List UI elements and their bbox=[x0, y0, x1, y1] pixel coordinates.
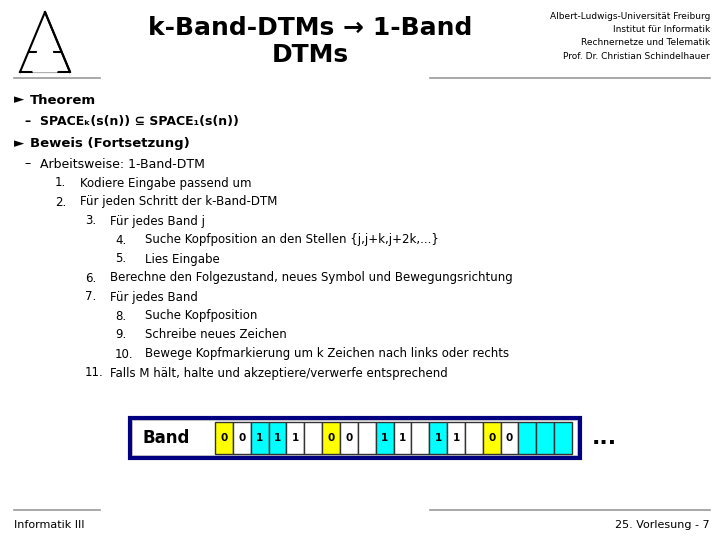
Text: 4.: 4. bbox=[115, 233, 126, 246]
Text: 1.: 1. bbox=[55, 177, 66, 190]
Text: Falls M hält, halte und akzeptiere/verwerfe entsprechend: Falls M hält, halte und akzeptiere/verwe… bbox=[110, 367, 448, 380]
Bar bbox=[500, 422, 518, 454]
Bar bbox=[536, 422, 554, 454]
Text: 25. Vorlesung - 7: 25. Vorlesung - 7 bbox=[616, 520, 710, 530]
Polygon shape bbox=[33, 20, 57, 72]
Text: 1: 1 bbox=[274, 433, 281, 443]
Text: Suche Kopfposition an den Stellen {j,j+k,j+2k,...}: Suche Kopfposition an den Stellen {j,j+k… bbox=[145, 233, 439, 246]
Text: 11.: 11. bbox=[85, 367, 104, 380]
Text: –: – bbox=[24, 158, 30, 171]
Text: Arbeitsweise: 1-Band-DTM: Arbeitsweise: 1-Band-DTM bbox=[40, 158, 205, 171]
Text: 5.: 5. bbox=[115, 253, 126, 266]
Text: Suche Kopfposition: Suche Kopfposition bbox=[145, 309, 257, 322]
Bar bbox=[130, 418, 580, 458]
Bar bbox=[482, 422, 500, 454]
Text: Berechne den Folgezustand, neues Symbol und Bewegungsrichtung: Berechne den Folgezustand, neues Symbol … bbox=[110, 272, 513, 285]
Text: Schreibe neues Zeichen: Schreibe neues Zeichen bbox=[145, 328, 287, 341]
Text: SPACEₖ(s(n)) ⊆ SPACE₁(s(n)): SPACEₖ(s(n)) ⊆ SPACE₁(s(n)) bbox=[40, 116, 239, 129]
Text: 10.: 10. bbox=[115, 348, 134, 361]
Text: ►: ► bbox=[14, 93, 24, 106]
Text: Theorem: Theorem bbox=[30, 93, 96, 106]
Text: 8.: 8. bbox=[115, 309, 126, 322]
Bar bbox=[518, 422, 536, 454]
Text: Für jedes Band j: Für jedes Band j bbox=[110, 214, 205, 227]
Text: ...: ... bbox=[592, 428, 617, 448]
Bar bbox=[411, 422, 429, 454]
Text: 3.: 3. bbox=[85, 214, 96, 227]
Text: Lies Eingabe: Lies Eingabe bbox=[145, 253, 220, 266]
Bar bbox=[358, 422, 376, 454]
Text: 9.: 9. bbox=[115, 328, 126, 341]
Bar bbox=[233, 422, 251, 454]
Text: Bewege Kopfmarkierung um k Zeichen nach links oder rechts: Bewege Kopfmarkierung um k Zeichen nach … bbox=[145, 348, 509, 361]
Text: 6.: 6. bbox=[85, 272, 96, 285]
Bar bbox=[215, 422, 233, 454]
Text: Kodiere Eingabe passend um: Kodiere Eingabe passend um bbox=[80, 177, 251, 190]
Text: 7.: 7. bbox=[85, 291, 96, 303]
Text: –: – bbox=[24, 116, 30, 129]
Text: Beweis (Fortsetzung): Beweis (Fortsetzung) bbox=[30, 138, 190, 151]
Text: k-Band-DTMs → 1-Band: k-Band-DTMs → 1-Band bbox=[148, 16, 472, 40]
Text: 2.: 2. bbox=[55, 195, 66, 208]
Bar bbox=[340, 422, 358, 454]
Bar bbox=[447, 422, 465, 454]
Text: 1: 1 bbox=[381, 433, 388, 443]
Bar bbox=[269, 422, 287, 454]
Text: 0: 0 bbox=[506, 433, 513, 443]
Text: Für jeden Schritt der k-Band-DTM: Für jeden Schritt der k-Band-DTM bbox=[80, 195, 277, 208]
Text: 0: 0 bbox=[328, 433, 335, 443]
Text: 1: 1 bbox=[256, 433, 264, 443]
Text: 1: 1 bbox=[452, 433, 459, 443]
Text: 0: 0 bbox=[238, 433, 246, 443]
Bar bbox=[376, 422, 394, 454]
Text: 0: 0 bbox=[488, 433, 495, 443]
Bar bbox=[133, 421, 577, 455]
Bar bbox=[394, 422, 411, 454]
Bar bbox=[251, 422, 269, 454]
Text: Informatik III: Informatik III bbox=[14, 520, 84, 530]
Bar bbox=[429, 422, 447, 454]
Text: Albert-Ludwigs-Universität Freiburg
Institut für Informatik
Rechnernetze und Tel: Albert-Ludwigs-Universität Freiburg Inst… bbox=[549, 12, 710, 60]
Bar bbox=[287, 422, 305, 454]
Text: Band: Band bbox=[142, 429, 189, 447]
Bar bbox=[305, 422, 322, 454]
Text: 1: 1 bbox=[292, 433, 299, 443]
Bar bbox=[322, 422, 340, 454]
Text: DTMs: DTMs bbox=[271, 43, 348, 67]
Text: 0: 0 bbox=[346, 433, 353, 443]
Text: 0: 0 bbox=[220, 433, 228, 443]
Text: Für jedes Band: Für jedes Band bbox=[110, 291, 198, 303]
Bar bbox=[465, 422, 482, 454]
Text: 1: 1 bbox=[399, 433, 406, 443]
Text: 1: 1 bbox=[434, 433, 442, 443]
Bar bbox=[554, 422, 572, 454]
Text: ►: ► bbox=[14, 138, 24, 151]
